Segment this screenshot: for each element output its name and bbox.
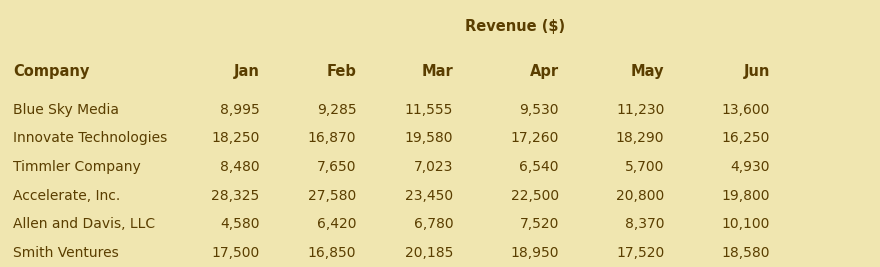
Text: 18,580: 18,580 [722, 246, 770, 260]
Text: 16,250: 16,250 [722, 131, 770, 145]
Text: 7,520: 7,520 [519, 217, 559, 231]
Text: Jun: Jun [744, 64, 770, 79]
Text: 16,870: 16,870 [308, 131, 356, 145]
Text: 16,850: 16,850 [308, 246, 356, 260]
Text: 6,540: 6,540 [519, 160, 559, 174]
Text: Company: Company [13, 64, 90, 79]
Text: 11,555: 11,555 [405, 103, 453, 117]
Text: Blue Sky Media: Blue Sky Media [13, 103, 119, 117]
Text: Apr: Apr [530, 64, 559, 79]
Text: 18,250: 18,250 [211, 131, 260, 145]
Text: 7,650: 7,650 [317, 160, 356, 174]
Text: 9,285: 9,285 [317, 103, 356, 117]
Text: 9,530: 9,530 [519, 103, 559, 117]
Text: Revenue ($): Revenue ($) [465, 19, 565, 34]
Text: 6,420: 6,420 [317, 217, 356, 231]
Text: Feb: Feb [326, 64, 356, 79]
Text: Innovate Technologies: Innovate Technologies [13, 131, 167, 145]
Text: 4,930: 4,930 [730, 160, 770, 174]
Text: 7,023: 7,023 [414, 160, 453, 174]
Text: Smith Ventures: Smith Ventures [13, 246, 119, 260]
Text: 4,580: 4,580 [220, 217, 260, 231]
Text: 18,290: 18,290 [616, 131, 664, 145]
Text: 23,450: 23,450 [405, 189, 453, 202]
Text: 17,500: 17,500 [211, 246, 260, 260]
Text: Allen and Davis, LLC: Allen and Davis, LLC [13, 217, 156, 231]
Text: 19,800: 19,800 [722, 189, 770, 202]
Text: 8,995: 8,995 [220, 103, 260, 117]
Text: 6,780: 6,780 [414, 217, 453, 231]
Text: Mar: Mar [422, 64, 453, 79]
Text: Jan: Jan [234, 64, 260, 79]
Text: 5,700: 5,700 [625, 160, 664, 174]
Text: 8,480: 8,480 [220, 160, 260, 174]
Text: 17,520: 17,520 [616, 246, 664, 260]
Text: 20,185: 20,185 [405, 246, 453, 260]
Text: 8,370: 8,370 [625, 217, 664, 231]
Text: May: May [631, 64, 664, 79]
Text: Timmler Company: Timmler Company [13, 160, 141, 174]
Text: 28,325: 28,325 [211, 189, 260, 202]
Text: 10,100: 10,100 [722, 217, 770, 231]
Text: Accelerate, Inc.: Accelerate, Inc. [13, 189, 121, 202]
Text: 11,230: 11,230 [616, 103, 664, 117]
Text: 20,800: 20,800 [616, 189, 664, 202]
Text: 19,580: 19,580 [405, 131, 453, 145]
Text: 22,500: 22,500 [510, 189, 559, 202]
Text: 27,580: 27,580 [308, 189, 356, 202]
Text: 18,950: 18,950 [510, 246, 559, 260]
Text: 13,600: 13,600 [722, 103, 770, 117]
Text: 17,260: 17,260 [510, 131, 559, 145]
